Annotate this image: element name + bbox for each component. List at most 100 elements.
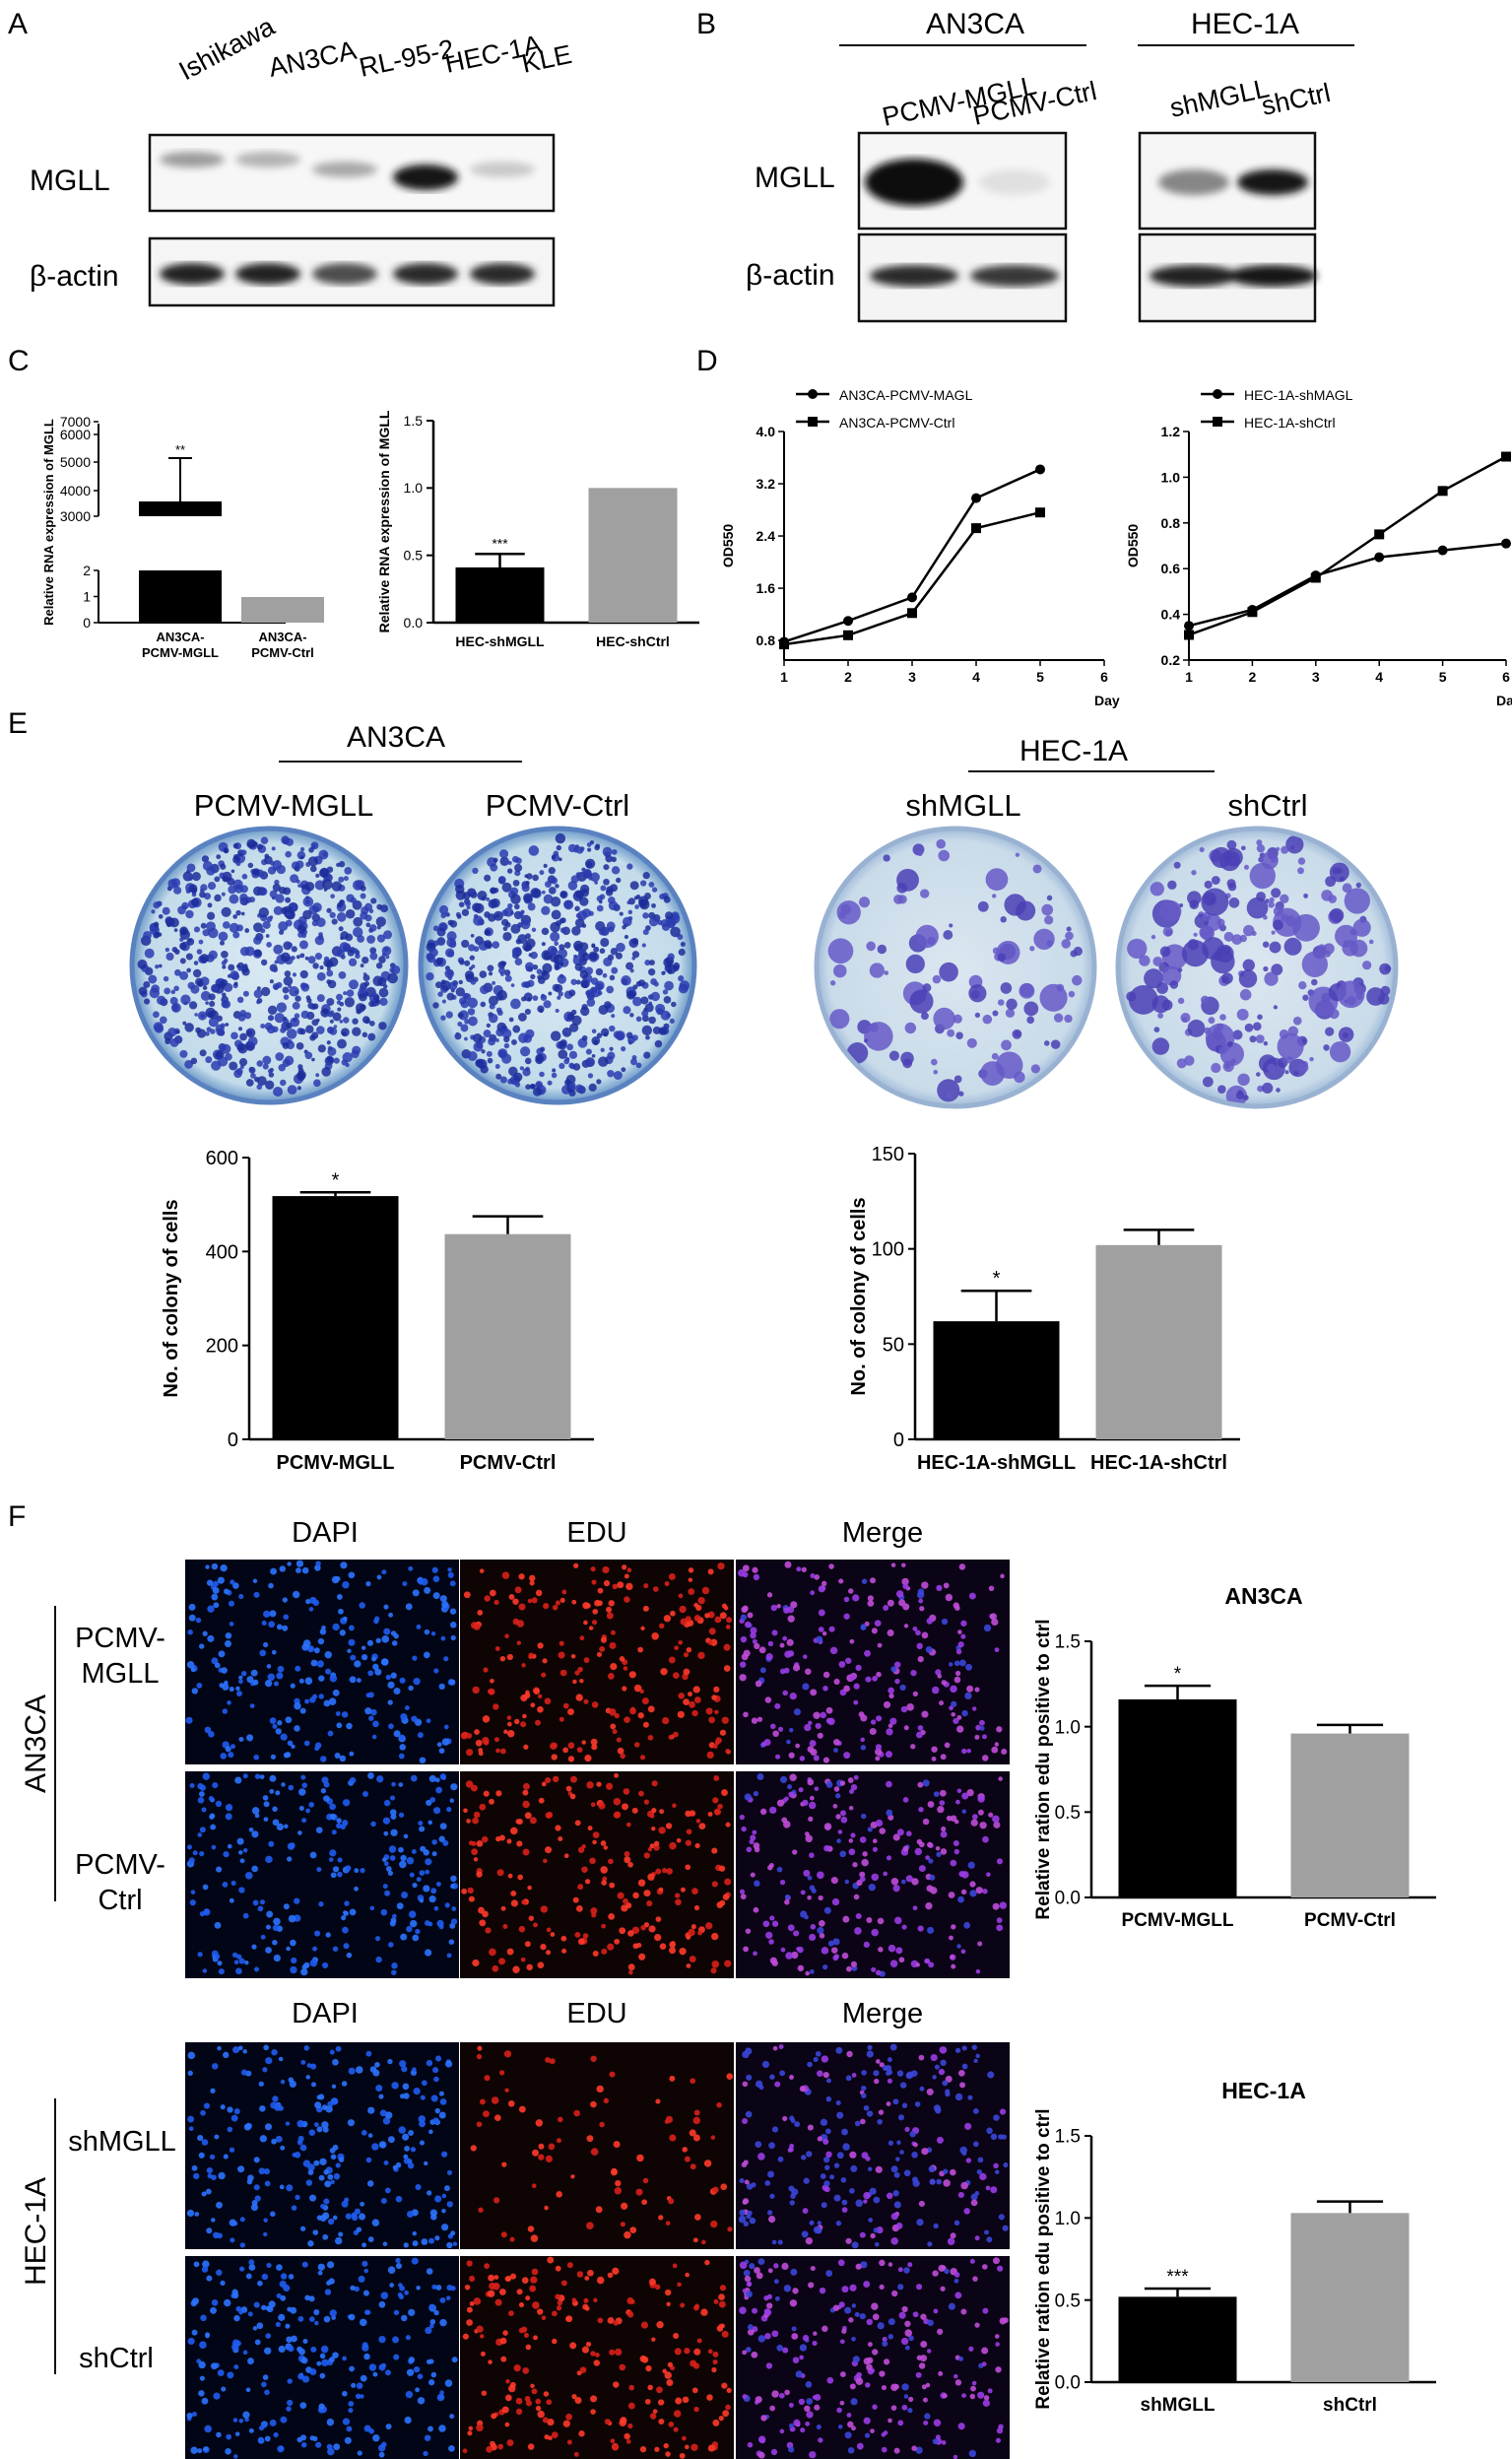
cell-nucleus <box>270 1567 278 1575</box>
cell-nucleus <box>848 1838 854 1843</box>
colony <box>551 909 561 920</box>
colony <box>229 1061 238 1071</box>
cell-nucleus <box>838 1578 844 1584</box>
colony <box>650 991 661 1002</box>
cell-nucleus <box>943 2168 949 2174</box>
cell-nucleus <box>950 2168 956 2176</box>
cell-nucleus <box>305 2075 311 2080</box>
cell-nucleus <box>815 2050 822 2057</box>
cell-nucleus <box>897 2420 904 2426</box>
cell-nucleus <box>329 1674 338 1683</box>
cell-nucleus <box>626 2311 634 2318</box>
colony <box>1211 1062 1221 1074</box>
cell-nucleus <box>776 1799 785 1807</box>
cell-nucleus <box>522 2367 530 2374</box>
colony <box>1216 918 1225 927</box>
colony <box>235 909 241 916</box>
cell-nucleus <box>667 2361 674 2367</box>
cell-nucleus <box>938 2370 944 2376</box>
panel-b-lane-labels: PCMV-MGLL PCMV-Ctrl shMGLL shCtrl <box>880 70 1333 131</box>
cell-nucleus <box>450 1918 458 1925</box>
cell-nucleus <box>288 2274 295 2280</box>
colony <box>385 955 390 960</box>
cell-nucleus <box>670 1610 676 1617</box>
cell-nucleus <box>848 1806 854 1811</box>
cell-nucleus <box>720 2183 728 2191</box>
cell-nucleus <box>527 1885 532 1891</box>
colony <box>191 872 201 882</box>
cell-nucleus <box>968 2449 977 2458</box>
cell-nucleus <box>329 1849 337 1857</box>
cell-nucleus <box>222 1683 230 1691</box>
cell-nucleus <box>197 1797 205 1804</box>
cell-nucleus <box>211 2218 216 2223</box>
cell-nucleus <box>375 2085 383 2093</box>
colony <box>1342 883 1352 894</box>
cell-nucleus <box>886 1809 893 1817</box>
cell-nucleus <box>237 2045 243 2051</box>
channel-label-merge-top: Merge <box>842 1517 923 1549</box>
colony <box>1000 916 1007 923</box>
cell-nucleus <box>222 1708 229 1714</box>
cell-nucleus <box>547 2256 555 2264</box>
y-tick-label: 0 <box>893 1429 904 1451</box>
cell-nucleus <box>271 1649 277 1655</box>
cell-nucleus <box>499 1748 506 1755</box>
cell-nucleus <box>259 2135 268 2143</box>
colony <box>510 894 521 904</box>
cell-nucleus <box>822 2156 830 2163</box>
cell-nucleus <box>951 1700 957 1707</box>
cell-nucleus <box>718 2293 725 2300</box>
cell-nucleus <box>902 1583 909 1590</box>
fluorescence-image-grid <box>185 1560 1010 2459</box>
colony <box>933 1069 939 1075</box>
colony <box>329 1027 338 1035</box>
cell-nucleus <box>498 2288 506 2295</box>
colony <box>216 1028 225 1036</box>
cell-nucleus <box>221 1667 228 1674</box>
colony <box>512 1025 521 1033</box>
cell-nucleus <box>717 1803 723 1810</box>
colony <box>376 903 383 910</box>
colony <box>1070 950 1078 958</box>
cell-nucleus <box>779 1879 786 1886</box>
cell-nucleus <box>904 2126 910 2133</box>
colony <box>273 1087 284 1097</box>
cell-nucleus <box>570 1775 577 1783</box>
colony <box>272 860 283 870</box>
cell-nucleus <box>547 2418 555 2426</box>
colony <box>273 944 284 955</box>
cell-nucleus <box>419 1826 426 1832</box>
cell-nucleus <box>258 2167 266 2175</box>
cell-nucleus <box>242 2049 247 2054</box>
cell-nucleus <box>231 1952 238 1959</box>
cell-nucleus <box>653 1844 660 1851</box>
cell-nucleus <box>190 1890 196 1894</box>
cell-nucleus <box>771 2239 777 2245</box>
colony <box>496 990 508 1001</box>
colony <box>267 1005 278 1016</box>
cell-nucleus <box>626 1567 632 1573</box>
cell-nucleus <box>822 1630 827 1636</box>
cell-nucleus <box>313 2160 320 2166</box>
cell-nucleus <box>999 2108 1007 2115</box>
cell-nucleus <box>672 1803 677 1809</box>
cell-nucleus <box>214 2134 220 2140</box>
cell-nucleus <box>950 1815 957 1823</box>
colony <box>933 1007 955 1030</box>
cell-nucleus <box>211 1657 219 1665</box>
cell-nucleus <box>773 2263 779 2269</box>
cell-nucleus <box>434 2195 442 2203</box>
cell-nucleus <box>303 2045 310 2051</box>
colony <box>1276 1088 1281 1093</box>
colony <box>229 922 239 933</box>
cell-nucleus <box>212 1587 220 1594</box>
cell-nucleus <box>863 2281 871 2289</box>
cell-nucleus <box>314 2320 319 2326</box>
cell-nucleus <box>782 1635 788 1641</box>
cell-nucleus <box>690 1924 696 1930</box>
cell-nucleus <box>562 1702 569 1709</box>
colony <box>1329 907 1345 923</box>
cell-nucleus <box>695 1819 701 1824</box>
colony <box>1329 1040 1351 1063</box>
